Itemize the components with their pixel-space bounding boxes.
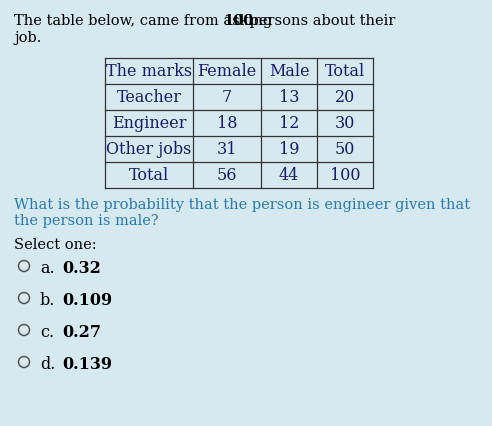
- Text: The marks: The marks: [106, 63, 192, 80]
- Text: 0.32: 0.32: [62, 260, 101, 277]
- Text: 18: 18: [217, 115, 237, 132]
- Text: 0.109: 0.109: [62, 292, 112, 309]
- Text: 100: 100: [330, 167, 360, 184]
- Text: persons about their: persons about their: [245, 14, 395, 28]
- Text: 13: 13: [279, 89, 299, 106]
- Text: What is the probability that the person is engineer given that: What is the probability that the person …: [14, 198, 470, 212]
- Text: c.: c.: [40, 324, 54, 341]
- Text: a.: a.: [40, 260, 55, 277]
- Text: Teacher: Teacher: [117, 89, 182, 106]
- Text: Total: Total: [325, 63, 365, 80]
- Text: 56: 56: [217, 167, 237, 184]
- Text: the person is male?: the person is male?: [14, 214, 158, 228]
- Text: b.: b.: [40, 292, 56, 309]
- Text: Other jobs: Other jobs: [106, 141, 192, 158]
- Text: 44: 44: [279, 167, 299, 184]
- Text: job.: job.: [14, 31, 41, 45]
- Text: 50: 50: [335, 141, 355, 158]
- Text: The table below, came from asking: The table below, came from asking: [14, 14, 277, 28]
- Text: d.: d.: [40, 356, 56, 373]
- Text: 31: 31: [217, 141, 237, 158]
- Text: Engineer: Engineer: [112, 115, 186, 132]
- Text: 20: 20: [335, 89, 355, 106]
- Text: Male: Male: [269, 63, 309, 80]
- Text: 30: 30: [335, 115, 355, 132]
- Text: 0.139: 0.139: [62, 356, 112, 373]
- Text: Select one:: Select one:: [14, 238, 96, 252]
- Text: Female: Female: [197, 63, 257, 80]
- Text: Total: Total: [129, 167, 169, 184]
- Text: 0.27: 0.27: [62, 324, 101, 341]
- Text: 7: 7: [222, 89, 232, 106]
- Text: 12: 12: [279, 115, 299, 132]
- Text: 19: 19: [279, 141, 299, 158]
- Text: 100: 100: [223, 14, 253, 28]
